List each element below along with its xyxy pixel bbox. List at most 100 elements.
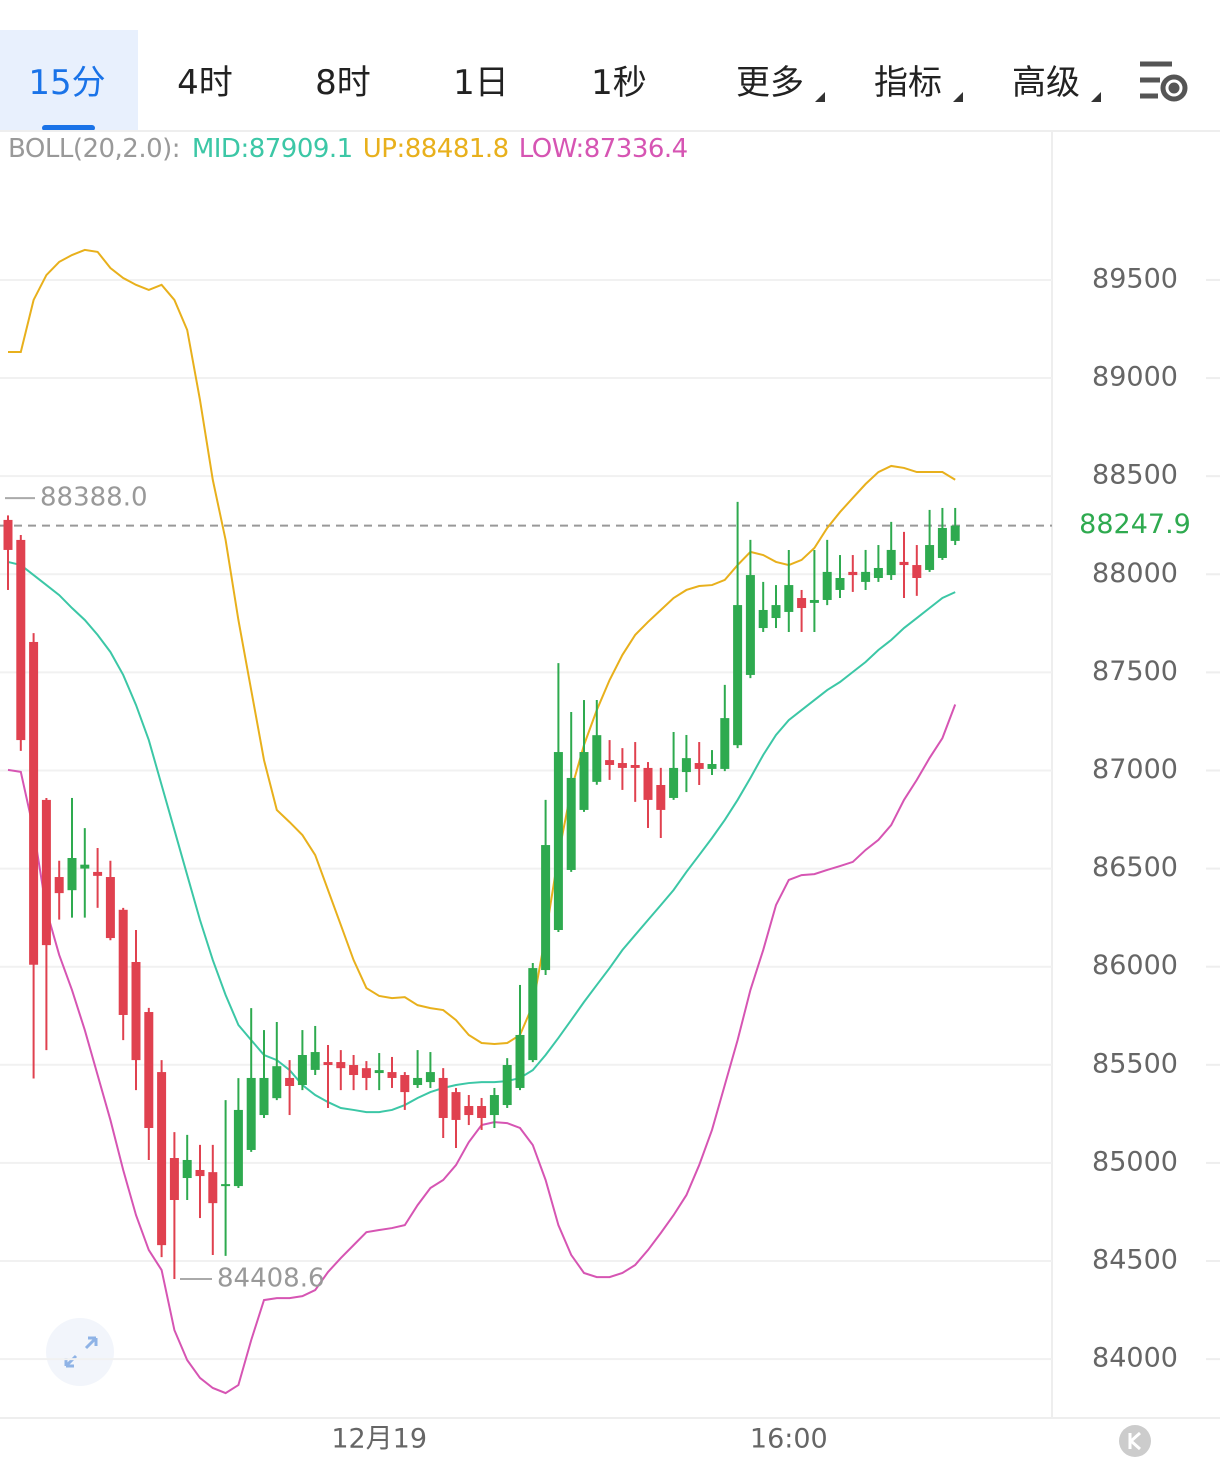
y-tick-label: 86000	[1092, 950, 1178, 981]
candle-body	[733, 605, 743, 746]
expand-button[interactable]	[46, 1318, 114, 1386]
tab[interactable]: 1日	[453, 63, 509, 103]
candle-body	[118, 909, 128, 1015]
legend-entry: MID:87909.1	[191, 134, 353, 164]
candle-body	[195, 1169, 205, 1177]
candle-body	[16, 539, 26, 741]
candle-body	[566, 777, 576, 870]
candle-body	[93, 871, 103, 876]
candle-body	[605, 760, 615, 765]
candle-body	[336, 1062, 346, 1069]
band-line	[7, 560, 956, 1114]
last-price-label: 88247.9	[1079, 509, 1191, 540]
candle-body	[681, 758, 691, 773]
tab[interactable]: 高级	[977, 55, 1115, 104]
candle-body	[950, 525, 960, 541]
candle-body	[861, 571, 871, 582]
indicator-legend: BOLL(20,2.0): MID:87909.1 UP:88481.8 LOW:8…	[8, 134, 698, 164]
candle-body	[233, 1109, 243, 1187]
candle-body	[809, 599, 819, 603]
y-tick-label: 89500	[1092, 263, 1178, 294]
y-tick-label: 88000	[1092, 558, 1178, 589]
candle-body	[617, 763, 627, 768]
y-tick-label: 84000	[1092, 1343, 1178, 1374]
candle-body	[272, 1066, 282, 1099]
tab[interactable]: 4时	[177, 63, 233, 103]
candle-body	[707, 764, 717, 769]
candle-body	[285, 1077, 295, 1087]
y-tick-label: 87000	[1092, 754, 1178, 785]
tab[interactable]: 1秒	[591, 63, 647, 103]
x-tick-label: 16:00	[750, 1424, 828, 1455]
candle-body	[873, 567, 883, 578]
candle-body	[912, 565, 922, 578]
candle-body	[451, 1092, 461, 1120]
candle-body	[784, 585, 794, 612]
tab[interactable]: 指标	[839, 55, 977, 104]
candle-body	[413, 1077, 423, 1086]
candle-body	[502, 1065, 512, 1106]
candle-body	[899, 561, 909, 566]
candle-body	[438, 1077, 448, 1118]
candle-body	[669, 767, 679, 798]
y-tick-label: 84500	[1092, 1245, 1178, 1276]
tab[interactable]: 更多	[701, 55, 839, 104]
candle-body	[67, 857, 77, 891]
candle-body	[694, 763, 704, 769]
candle-body	[41, 799, 51, 946]
candle-body	[80, 864, 90, 869]
candle-body	[925, 545, 935, 570]
candle-body	[579, 752, 589, 810]
candle-body	[297, 1055, 307, 1086]
candle-body	[131, 961, 141, 1061]
candle-body	[720, 718, 730, 769]
candle-body	[797, 598, 807, 609]
legend-entry: LOW:87336.4	[518, 134, 688, 164]
candle-body	[246, 1077, 256, 1150]
candle-body	[144, 1012, 154, 1128]
candle-body	[157, 1072, 167, 1246]
candle-body	[182, 1159, 192, 1179]
candle-body	[208, 1172, 218, 1204]
candle-body	[259, 1077, 269, 1116]
indicator-label: BOLL(20,2.0):	[8, 134, 181, 164]
candle-body	[323, 1062, 333, 1066]
candle-body	[643, 767, 653, 800]
candle-body	[758, 609, 768, 629]
x-tick-label: 12月19	[331, 1424, 427, 1455]
plot-area: 84000 84500 85000 85500 86000 86500 87000 87500…	[0, 248, 1220, 1455]
price-marker-label: 84408.6	[217, 1263, 325, 1293]
candle-body	[489, 1095, 499, 1116]
candle-body	[541, 845, 551, 971]
candle-body	[477, 1106, 487, 1118]
candle-body	[361, 1068, 371, 1078]
candle-body	[553, 752, 563, 931]
tab[interactable]: 15分	[28, 63, 106, 103]
y-tick-label: 85500	[1092, 1048, 1178, 1079]
active-tab-bg	[0, 30, 138, 130]
tab[interactable]: 8时	[315, 63, 371, 103]
candle-body	[387, 1072, 397, 1078]
y-tick-label: 86500	[1092, 852, 1178, 883]
candle-body	[822, 571, 832, 600]
k-logo	[1119, 1425, 1151, 1457]
candle-body	[349, 1065, 359, 1076]
candle-body	[464, 1106, 474, 1116]
y-tick-label: 88500	[1092, 460, 1178, 491]
candle-body	[937, 527, 947, 558]
candle-body	[656, 785, 666, 810]
candle-body	[528, 968, 538, 1061]
candle-body	[54, 877, 64, 894]
candle-body	[29, 641, 39, 965]
candle-body	[105, 877, 115, 939]
band-line	[8, 248, 956, 1046]
candle-body	[221, 1184, 231, 1187]
candle-body	[835, 577, 845, 590]
candle-body	[745, 575, 755, 675]
y-tick-label: 85000	[1092, 1146, 1178, 1177]
settings-icon[interactable]	[1140, 61, 1188, 102]
candle-body	[515, 1034, 525, 1088]
candle-body	[3, 519, 13, 550]
candle-body	[169, 1158, 179, 1201]
